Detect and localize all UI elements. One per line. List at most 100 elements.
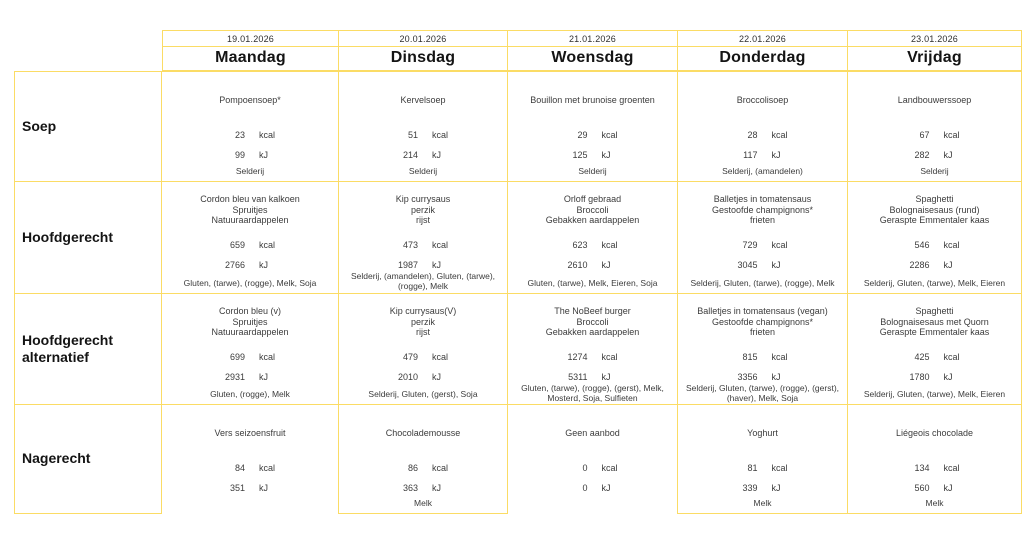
dish-name: Kip currysaus perzik rijst xyxy=(395,194,451,226)
kj-value: 214 xyxy=(402,150,418,160)
cell-nagerecht-dinsdag: Chocolademousse 86 kcal 363 kJ Melk xyxy=(339,405,508,514)
kj-unit: kJ xyxy=(601,372,611,382)
day-woensdag: Woensdag xyxy=(508,47,678,71)
kj-value: 363 xyxy=(402,483,418,493)
date-donderdag: 22.01.2026 xyxy=(678,30,848,47)
kj-value: 125 xyxy=(572,150,588,160)
kcal-row: 28 kcal xyxy=(684,130,841,140)
kcal-value: 623 xyxy=(572,240,588,250)
kj-unit: kJ xyxy=(771,483,781,493)
kcal-row: 479 kcal xyxy=(345,352,501,362)
kcal-row: 86 kcal xyxy=(345,463,501,473)
cell-nagerecht-maandag: Vers seizoensfruit 84 kcal 351 kJ xyxy=(162,405,339,514)
kj-row: 351 kJ xyxy=(168,483,332,493)
kcal-value: 479 xyxy=(402,352,418,362)
dish-name: The NoBeef burger Broccoli Gebakken aard… xyxy=(545,306,640,338)
kcal-value: 425 xyxy=(914,352,930,362)
kj-value: 3356 xyxy=(737,372,758,382)
kj-unit: kJ xyxy=(943,150,953,160)
dish-name: Bouillon met brunoise groenten xyxy=(530,94,655,105)
kj-unit: kJ xyxy=(259,372,268,382)
kcal-row: 0 kcal xyxy=(514,463,671,473)
dish-name: Kervelsoep xyxy=(400,94,446,105)
kj-unit: kJ xyxy=(259,150,268,160)
kcal-unit: kcal xyxy=(601,463,618,473)
kj-row: 2931 kJ xyxy=(168,372,332,382)
kj-value: 2286 xyxy=(909,260,930,270)
kcal-row: 546 kcal xyxy=(854,240,1015,250)
cell-soep-dinsdag: Kervelsoep 51 kcal 214 kJ Selderij xyxy=(339,71,508,182)
kj-value: 2610 xyxy=(567,260,588,270)
day-vrijdag: Vrijdag xyxy=(848,47,1022,71)
allergens: Gluten, (tarwe), (rogge), Melk, Soja xyxy=(183,277,317,288)
dish-name: Chocolademousse xyxy=(385,427,461,438)
kcal-unit: kcal xyxy=(943,463,960,473)
kj-row: 2766 kJ xyxy=(168,260,332,270)
kj-row: 282 kJ xyxy=(854,150,1015,160)
kcal-unit: kcal xyxy=(259,130,276,140)
dish-name: Vers seizoensfruit xyxy=(214,427,286,438)
allergens: Selderij, Gluten, (tarwe), Melk, Eieren xyxy=(863,388,1006,399)
kj-row: 3356 kJ xyxy=(684,372,841,382)
cell-alternatief-donderdag: Balletjes in tomatensaus (vegan) Gestoof… xyxy=(678,294,848,405)
allergens: Melk xyxy=(753,497,772,508)
kcal-value: 29 xyxy=(577,130,588,140)
cell-alternatief-maandag: Cordon bleu (v) Spruitjes Natuuraardappe… xyxy=(162,294,339,405)
kj-row: 214 kJ xyxy=(345,150,501,160)
kj-value: 339 xyxy=(742,483,758,493)
cell-nagerecht-woensdag: Geen aanbod 0 kcal 0 kJ xyxy=(508,405,678,514)
kj-unit: kJ xyxy=(771,260,781,270)
kj-row: 339 kJ xyxy=(684,483,841,493)
cell-alternatief-dinsdag: Kip currysaus(V) perzik rijst 479 kcal 20… xyxy=(339,294,508,405)
allergens: Melk xyxy=(414,497,432,508)
weekly-menu-table: 19.01.2026 20.01.2026 21.01.2026 22.01.2… xyxy=(14,30,1022,514)
allergens: Selderij xyxy=(920,165,949,176)
dish-name: Cordon bleu (v) Spruitjes Natuuraardappe… xyxy=(211,306,289,338)
kcal-unit: kcal xyxy=(943,240,960,250)
row-label-nagerecht: Nagerecht xyxy=(14,405,162,514)
allergens: Selderij, (amandelen), Gluten, (tarwe), … xyxy=(350,271,496,291)
kj-unit: kJ xyxy=(259,483,268,493)
kj-row: 2010 kJ xyxy=(345,372,501,382)
kcal-unit: kcal xyxy=(943,352,960,362)
kcal-value: 699 xyxy=(229,352,245,362)
kcal-unit: kcal xyxy=(432,352,449,362)
dish-name: Yoghurt xyxy=(747,427,778,438)
kj-row: 560 kJ xyxy=(854,483,1015,493)
kj-row: 1987 kJ xyxy=(345,260,501,270)
kcal-row: 81 kcal xyxy=(684,463,841,473)
kj-value: 351 xyxy=(229,483,245,493)
kcal-value: 729 xyxy=(742,240,758,250)
kcal-row: 425 kcal xyxy=(854,352,1015,362)
kj-value: 1780 xyxy=(909,372,930,382)
allergens: Melk xyxy=(925,497,944,508)
row-label-soep: Soep xyxy=(14,71,162,182)
kcal-unit: kcal xyxy=(259,240,276,250)
allergens: Gluten, (rogge), Melk xyxy=(210,388,290,399)
kcal-row: 659 kcal xyxy=(168,240,332,250)
allergens: Selderij xyxy=(235,165,265,176)
date-woensdag: 21.01.2026 xyxy=(508,30,678,47)
kcal-row: 23 kcal xyxy=(168,130,332,140)
kj-row: 99 kJ xyxy=(168,150,332,160)
cell-soep-maandag: Pompoensoep* 23 kcal 99 kJ Selderij xyxy=(162,71,339,182)
row-label-hoofdgerecht-alternatief: Hoofdgerecht alternatief xyxy=(14,294,162,405)
dish-name: Orloff gebraad Broccoli Gebakken aardapp… xyxy=(545,194,640,226)
allergens: Selderij, Gluten, (tarwe), (rogge), Melk xyxy=(690,277,835,288)
kcal-value: 815 xyxy=(742,352,758,362)
dish-name: Broccolisoep xyxy=(736,94,789,105)
kj-row: 363 kJ xyxy=(345,483,501,493)
allergens: Selderij, Gluten, (tarwe), (rogge), (ger… xyxy=(685,383,840,403)
kj-unit: kJ xyxy=(771,150,781,160)
kcal-unit: kcal xyxy=(771,130,788,140)
allergens: Selderij xyxy=(408,165,438,176)
kj-row: 117 kJ xyxy=(684,150,841,160)
day-dinsdag: Dinsdag xyxy=(339,47,508,71)
row-label-hoofdgerecht: Hoofdgerecht xyxy=(14,182,162,294)
kj-unit: kJ xyxy=(432,150,441,160)
kj-value: 0 xyxy=(582,483,588,493)
kcal-value: 546 xyxy=(914,240,930,250)
cell-hoofdgerecht-dinsdag: Kip currysaus perzik rijst 473 kcal 1987 k… xyxy=(339,182,508,294)
kcal-unit: kcal xyxy=(601,240,618,250)
kcal-value: 67 xyxy=(919,130,930,140)
